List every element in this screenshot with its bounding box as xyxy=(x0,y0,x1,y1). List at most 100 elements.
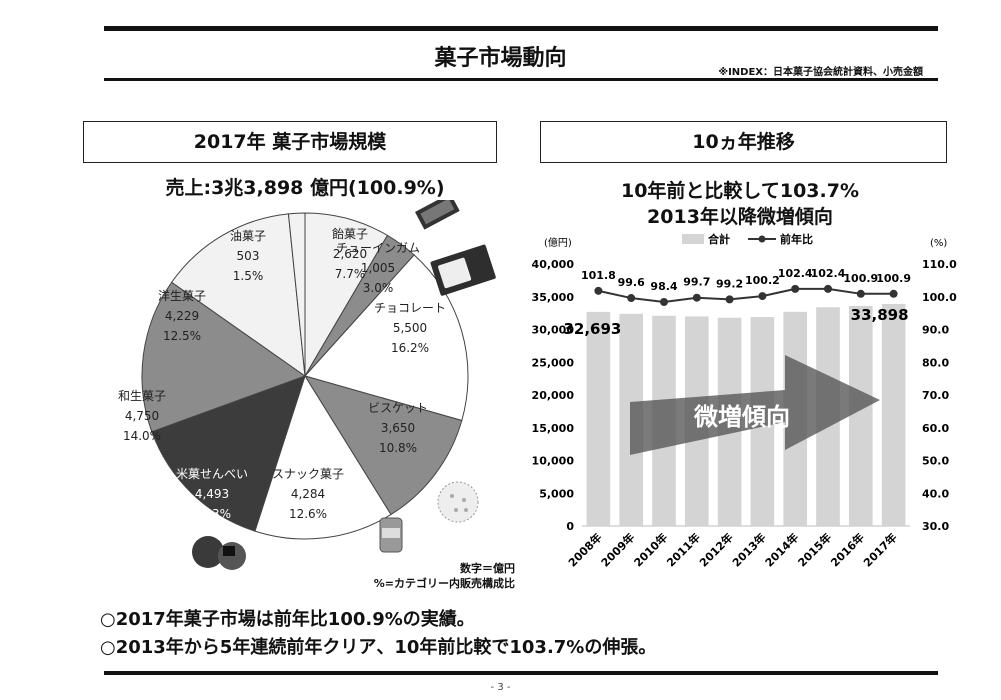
right-axis-ticks: 30.0 40.0 50.0 60.0 70.0 80.0 90.0 100.0 110.0 xyxy=(922,258,957,533)
yoy-point xyxy=(824,284,832,293)
legend-bar-label: 合計 xyxy=(708,232,730,246)
header-bottom-rule xyxy=(104,78,938,81)
bar-value-first: 32,693 xyxy=(563,320,621,338)
gum-pack-icon xyxy=(415,200,460,230)
source-note: ※INDEX：日本菓子協会統計資料、小売金額 xyxy=(718,67,923,78)
snack-can-icon xyxy=(379,517,403,553)
left-tick-label: 35,000 xyxy=(532,291,575,304)
share-note: %=カテゴリー内販売構成比 xyxy=(373,577,515,590)
footer-rule xyxy=(104,671,938,675)
pie-slice-name: 飴菓子 xyxy=(332,226,368,241)
left-axis-ticks: 0 5,000 10,000 15,000 20,000 25,000 30,000 35,0… xyxy=(532,258,575,533)
trend-panel-heading: 10ヵ年推移 xyxy=(540,121,947,163)
bullet-1: ○2017年菓子市場は前年比100.9%の実績。 xyxy=(100,609,475,630)
x-tick-label: 2013年 xyxy=(729,530,768,569)
right-tick-label: 90.0 xyxy=(922,324,949,337)
right-tick-label: 110.0 xyxy=(922,258,957,271)
yoy-label: 100.2 xyxy=(745,274,780,287)
pie-slice-share: 13.3% xyxy=(193,507,231,521)
pie-slice xyxy=(170,213,306,378)
pie-slice-value: 503 xyxy=(237,249,260,263)
yoy-point xyxy=(725,295,734,304)
pie-slice-share: 3.0% xyxy=(363,281,394,295)
pie-slice xyxy=(141,281,307,433)
page-title: 菓子市場動向 xyxy=(434,46,567,71)
pie-slice xyxy=(151,375,306,532)
right-tick-label: 100.0 xyxy=(922,291,957,304)
header-top-rule xyxy=(104,26,938,31)
pie-slice-name: スナック菓子 xyxy=(272,467,344,481)
pie-slice-value: 4,284 xyxy=(291,487,325,501)
yoy-point xyxy=(627,294,636,303)
pie-slice-share: 1.5% xyxy=(233,269,264,283)
x-tick-label: 2012年 xyxy=(696,530,735,569)
right-tick-label: 60.0 xyxy=(922,422,949,435)
x-tick-label: 2009年 xyxy=(598,530,637,569)
pie-slice-value: 4,750 xyxy=(125,409,159,423)
pie-slice-name: チューインガム xyxy=(336,241,420,255)
pie-slice xyxy=(304,212,389,378)
yoy-label: 100.9 xyxy=(843,272,878,285)
pie-chart: 飴菓子 2,620 7.7% チューインガム 1,005 3.0% チョコレート 5,500 1… xyxy=(118,200,496,570)
right-tick-label: 80.0 xyxy=(922,356,949,369)
yoy-label: 102.4 xyxy=(811,267,846,280)
pie-slice-value: 4,493 xyxy=(195,487,229,501)
right-tick-label: 70.0 xyxy=(922,389,949,402)
bar-value-labels: 32,693 33,898 xyxy=(563,306,908,338)
trend-title-line1: 10年前と比較して103.7% xyxy=(620,180,859,202)
sales-total: 売上:3兆3,898 億円(100.9%) xyxy=(165,177,445,199)
chocolate-bar-icon xyxy=(430,244,496,296)
biscuit-icon xyxy=(437,481,479,523)
x-axis-ticks: 2008年2009年2010年2011年2012年2013年2014年2015年… xyxy=(565,530,900,569)
pie-slice xyxy=(303,375,463,516)
bar-value-last: 33,898 xyxy=(851,306,909,324)
left-tick-label: 0 xyxy=(566,520,574,533)
pie-slice-name: 洋生菓子 xyxy=(158,288,206,303)
left-axis-unit: (億円) xyxy=(544,236,572,249)
pie-labels: 飴菓子 2,620 7.7% チューインガム 1,005 3.0% チョコレート 5,500 1… xyxy=(118,226,446,521)
trend-title-line2: 2013年以降微増傾向 xyxy=(647,206,833,228)
yoy-line: 101.899.6 98.4 99.7 99.2 100.2102.4102.4100.… xyxy=(581,267,911,306)
pie-slice xyxy=(287,212,306,377)
pie-slice-share: 7.7% xyxy=(335,267,366,281)
left-tick-label: 25,000 xyxy=(532,356,575,369)
pie-slice-value: 4,229 xyxy=(165,309,199,323)
left-tick-label: 5,000 xyxy=(539,487,574,500)
pie-slice-share: 14.0% xyxy=(123,429,161,443)
yoy-polyline xyxy=(598,287,894,303)
yoy-point xyxy=(660,297,668,306)
yoy-point xyxy=(758,292,767,301)
rice-cracker-icon xyxy=(192,536,246,570)
unit-note: 数字＝億円 xyxy=(460,562,515,575)
x-tick-label: 2014年 xyxy=(762,530,801,569)
pie-slice xyxy=(304,254,469,422)
pie-slice-value: 5,500 xyxy=(393,321,427,335)
pie-slice-name: 米菓せんべい xyxy=(176,467,248,481)
left-tick-label: 20,000 xyxy=(532,389,575,402)
yoy-point xyxy=(692,293,701,302)
x-tick-label: 2008年 xyxy=(565,530,604,569)
pie-slice-share: 12.6% xyxy=(289,507,327,521)
pie-slice-value: 3,650 xyxy=(381,421,415,435)
chart-legend: 合計 前年比 xyxy=(682,232,813,246)
yoy-label: 99.7 xyxy=(683,276,710,289)
pie-slice-value: 1,005 xyxy=(361,261,395,275)
yoy-point xyxy=(791,284,800,293)
bar xyxy=(848,305,873,526)
growth-arrow: 微増傾向 xyxy=(630,355,880,455)
pie-panel-heading: 2017年 菓子市場規模 xyxy=(83,121,497,163)
bar xyxy=(586,311,611,526)
right-tick-label: 50.0 xyxy=(922,455,949,468)
x-tick-label: 2017年 xyxy=(860,530,899,569)
bullet-2: ○2013年から5年連続前年クリア、10年前比較で103.7%の伸張。 xyxy=(100,637,657,658)
left-tick-label: 15,000 xyxy=(532,422,575,435)
pie-slice-name: ビスケット xyxy=(368,401,428,415)
pie-slice-name: 和生菓子 xyxy=(118,389,166,403)
x-tick-label: 2015年 xyxy=(795,530,834,569)
yoy-label: 101.8 xyxy=(581,269,616,282)
yoy-label: 98.4 xyxy=(650,280,677,293)
right-axis-unit: (%) xyxy=(930,238,947,249)
yoy-label: 100.9 xyxy=(876,272,911,285)
legend-line-label: 前年比 xyxy=(780,232,813,246)
left-tick-label: 10,000 xyxy=(532,455,575,468)
